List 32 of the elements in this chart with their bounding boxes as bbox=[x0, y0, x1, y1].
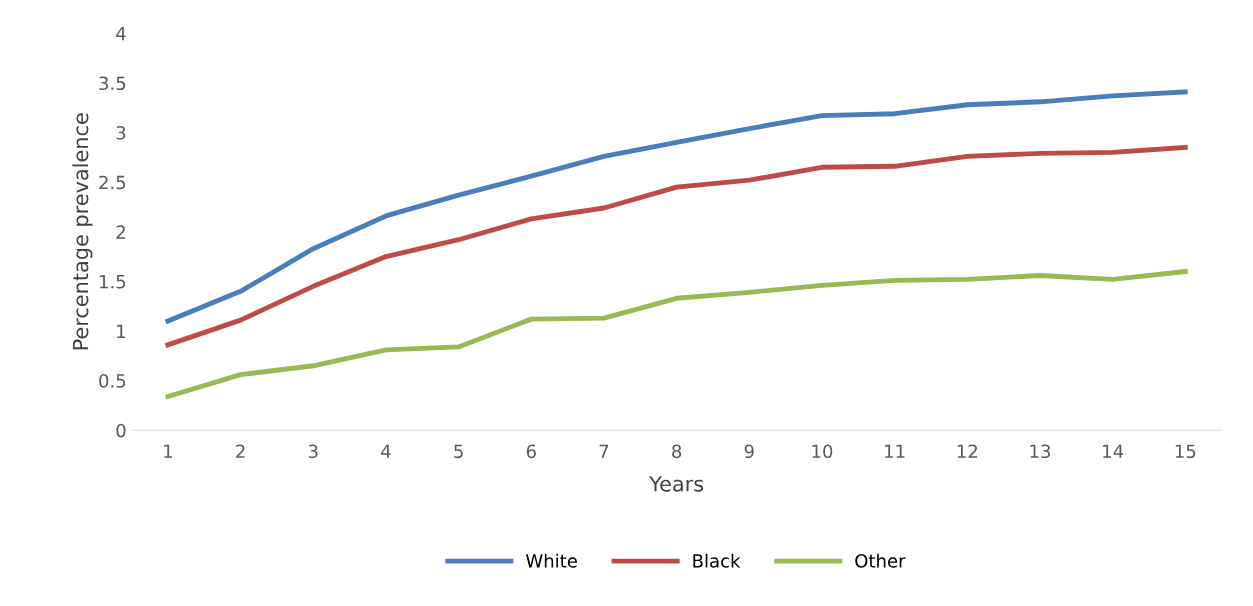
y-tick-label: 3 bbox=[116, 126, 126, 140]
x-tick-label: 5 bbox=[454, 444, 463, 459]
legend-label: Other bbox=[855, 553, 906, 568]
x-tick-label: 10 bbox=[812, 444, 833, 459]
line-series bbox=[165, 89, 1188, 324]
x-tick-label: 7 bbox=[599, 444, 609, 458]
x-tick-label: 1 bbox=[164, 444, 172, 458]
x-tick-label: 8 bbox=[672, 444, 682, 459]
y-tick-label: 0.5 bbox=[99, 374, 126, 388]
x-tick-label: 12 bbox=[957, 444, 977, 458]
x-tick-label: 15 bbox=[1175, 444, 1196, 459]
y-tick-label: 2 bbox=[116, 225, 125, 239]
x-tick-label: 9 bbox=[744, 444, 754, 459]
y-tick-label: 2.5 bbox=[99, 175, 126, 190]
y-tick-label: 1 bbox=[117, 324, 126, 338]
x-tick-label: 4 bbox=[381, 444, 391, 458]
legend-label: White bbox=[525, 553, 577, 568]
x-tick-label: 2 bbox=[236, 444, 245, 458]
x-tick-label: 14 bbox=[1103, 444, 1124, 458]
line-series bbox=[165, 145, 1188, 348]
y-axis-title: Percentage prevalence bbox=[72, 113, 93, 350]
x-tick-label: 13 bbox=[1030, 444, 1051, 459]
y-tick-label: 3.5 bbox=[99, 76, 126, 91]
x-axis-title: Years bbox=[649, 476, 704, 492]
y-tick-label: 0 bbox=[116, 423, 126, 438]
x-tick-label: 6 bbox=[526, 444, 536, 459]
x-tick-label: 11 bbox=[885, 444, 905, 458]
y-tick-label: 1.5 bbox=[99, 275, 126, 289]
legend-label: Black bbox=[693, 553, 741, 568]
line-series bbox=[165, 269, 1188, 399]
x-tick-label: 3 bbox=[308, 444, 318, 459]
y-tick-label: 4 bbox=[116, 27, 126, 41]
